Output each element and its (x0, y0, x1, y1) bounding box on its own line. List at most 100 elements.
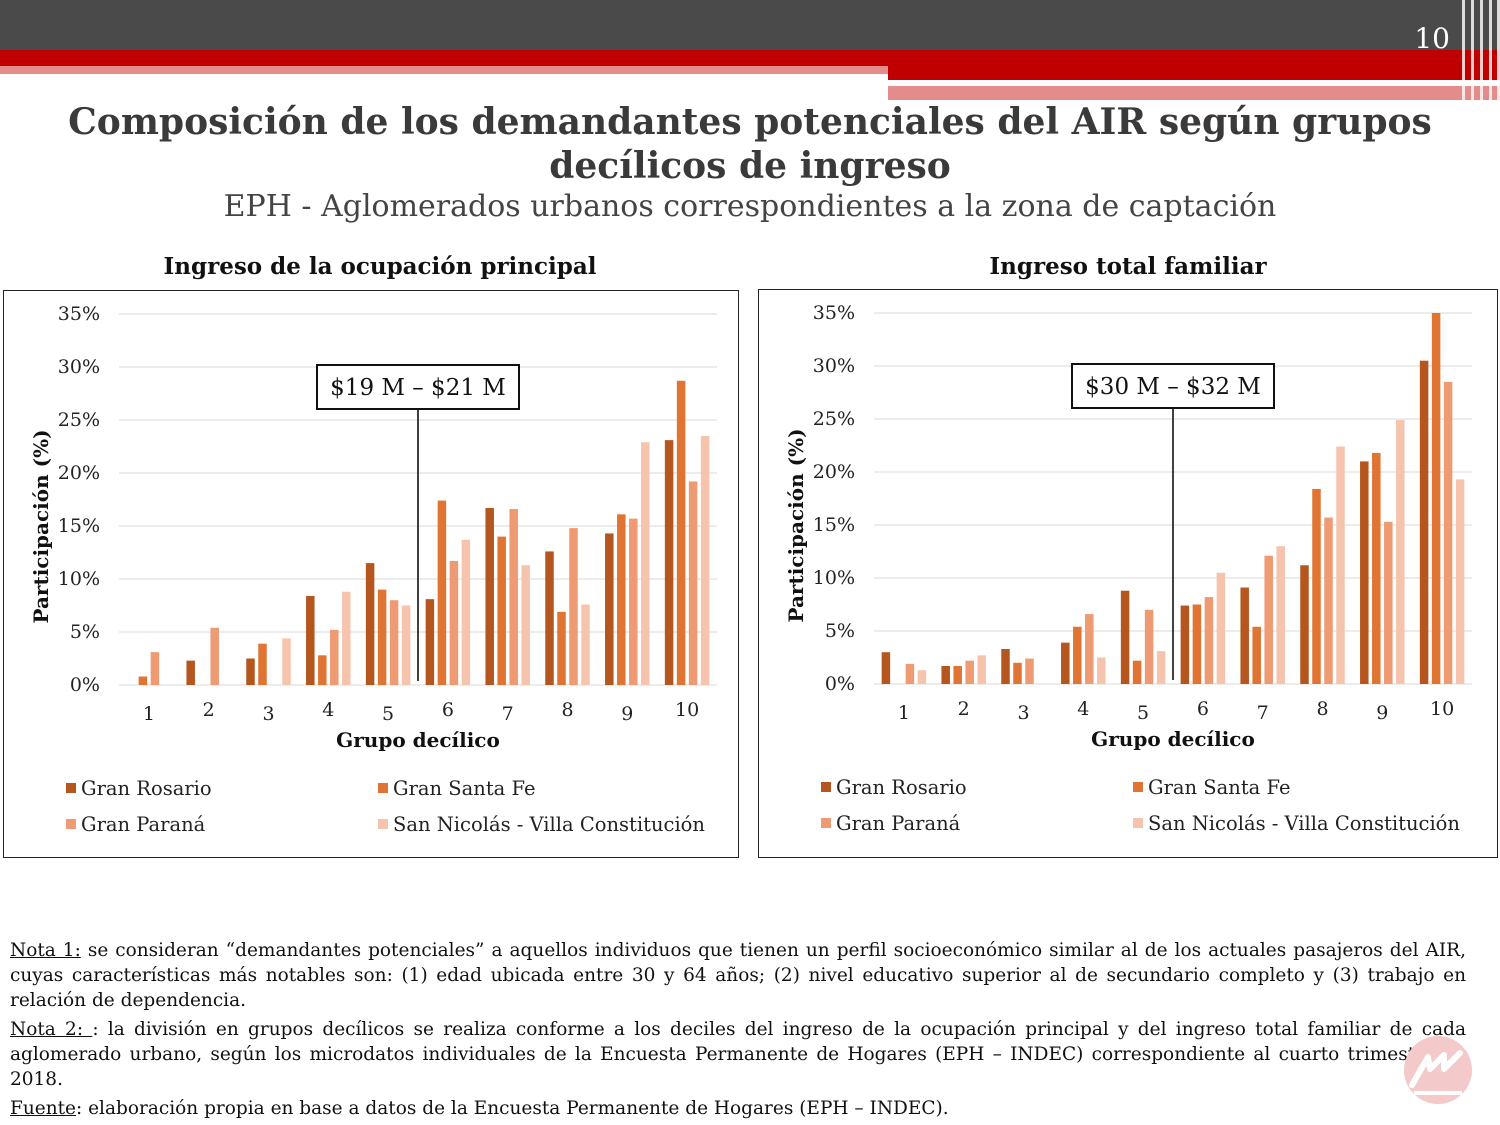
x-tick-label: 7 (1257, 702, 1269, 724)
bar (1216, 572, 1226, 684)
bar (497, 536, 506, 685)
legend-swatch (1133, 818, 1143, 828)
bar (557, 611, 566, 685)
bar (461, 539, 471, 685)
x-tick-label: 5 (1137, 702, 1149, 724)
bar (641, 442, 650, 685)
bar (342, 591, 351, 685)
y-tick-label: 25% (58, 409, 100, 431)
y-tick-label: 20% (58, 462, 100, 484)
legend-label: Gran Santa Fe (1148, 776, 1291, 799)
page-title: Composición de los demandantes potencial… (0, 100, 1500, 188)
y-tick-label: 30% (58, 356, 100, 378)
bar (330, 629, 339, 685)
bar (449, 560, 459, 685)
fuente: Fuente: elaboración propia en base a dat… (10, 1096, 1466, 1121)
header-stripes (1460, 0, 1500, 100)
nota-2: Nota 2: : la división en grupos decílico… (10, 1017, 1466, 1092)
chart-right: 0% 5% 10% 15% 20% 25% 30% 35% 1 2 3 4 5 6 7 8 9 10 Grupo d… (758, 289, 1498, 858)
legend-swatch (821, 818, 831, 828)
legend-swatch (378, 783, 388, 793)
legend-swatch (821, 782, 831, 792)
bar (1264, 555, 1273, 684)
page-number: 10 (1414, 22, 1450, 55)
x-tick-label: 2 (958, 698, 970, 720)
bar (917, 670, 927, 684)
legend-label: San Nicolás - Villa Constitución (1148, 812, 1460, 835)
y-tick-label: 15% (813, 514, 855, 536)
bar (905, 663, 915, 684)
bar (1276, 546, 1285, 684)
footnotes: Nota 1: se consideran “demandantes poten… (10, 938, 1466, 1125)
legend-swatch (66, 783, 76, 793)
bar (138, 676, 148, 685)
bar (1419, 360, 1429, 684)
bar (1455, 479, 1465, 684)
bar (1252, 626, 1261, 684)
bar (1360, 461, 1369, 684)
header-pink-bar-left (0, 66, 888, 74)
bar (1192, 604, 1202, 684)
bar (389, 600, 399, 685)
x-tick-label: 8 (1316, 698, 1328, 720)
bar (1312, 488, 1321, 684)
bar (1085, 614, 1094, 684)
logo-icon (1404, 1036, 1472, 1104)
bar (605, 533, 614, 685)
legend-label: Gran Paraná (836, 812, 961, 835)
bar (1013, 662, 1022, 684)
page-title-line1: Composición de los demandantes potencial… (68, 101, 1432, 143)
nota-1-label: Nota 1: (10, 940, 81, 961)
legend-swatch (1133, 782, 1143, 792)
x-tick-label: 4 (1077, 698, 1089, 720)
bar (437, 500, 447, 685)
bar (1384, 521, 1393, 684)
y-tick-label: 15% (58, 515, 100, 537)
x-tick-label: 10 (1430, 698, 1454, 720)
y-tick-label: 20% (813, 461, 855, 483)
y-tick-label: 10% (813, 567, 855, 589)
bar (965, 660, 974, 684)
x-tick-label: 3 (262, 703, 274, 725)
x-tick-label: 6 (1197, 698, 1209, 720)
x-tick-label: 2 (203, 699, 215, 721)
bar (953, 665, 962, 684)
legend-label: Gran Santa Fe (393, 777, 536, 800)
x-tick-label: 9 (1376, 702, 1388, 724)
fuente-label: Fuente (10, 1098, 76, 1119)
bar (425, 599, 435, 685)
bar (282, 638, 291, 685)
bar (1001, 649, 1010, 684)
bar (1396, 420, 1405, 684)
bar (688, 481, 698, 685)
bar (664, 440, 674, 685)
x-tick-label: 10 (675, 699, 699, 721)
x-tick-label: 7 (502, 703, 514, 725)
legend-label: San Nicolás - Villa Constitución (393, 813, 705, 836)
bar (150, 652, 160, 685)
bar (545, 551, 554, 685)
nota-1-text: se consideran “demandantes potenciales” … (10, 940, 1466, 1011)
annotation-box (1071, 363, 1275, 409)
bar (1144, 609, 1154, 684)
y-tick-label: 5% (825, 620, 855, 642)
bar (485, 507, 494, 685)
bar (1132, 660, 1142, 684)
y-tick-label: 5% (70, 621, 100, 643)
header-white-line (888, 80, 1388, 84)
bar (1300, 565, 1309, 684)
bar (977, 655, 986, 684)
bar (1025, 658, 1034, 684)
header-pink-bar-right (888, 86, 1500, 100)
x-axis-title: Grupo decílico (336, 728, 500, 752)
y-tick-label: 35% (58, 303, 100, 325)
bar (617, 514, 626, 685)
bar (581, 604, 590, 685)
chart-title-right: Ingreso total familiar (989, 253, 1267, 280)
bar (700, 435, 710, 685)
bar (258, 643, 267, 685)
header-red-bar (0, 50, 1500, 66)
bar (1240, 587, 1249, 684)
legend-swatch (66, 819, 76, 829)
bar (881, 652, 891, 684)
